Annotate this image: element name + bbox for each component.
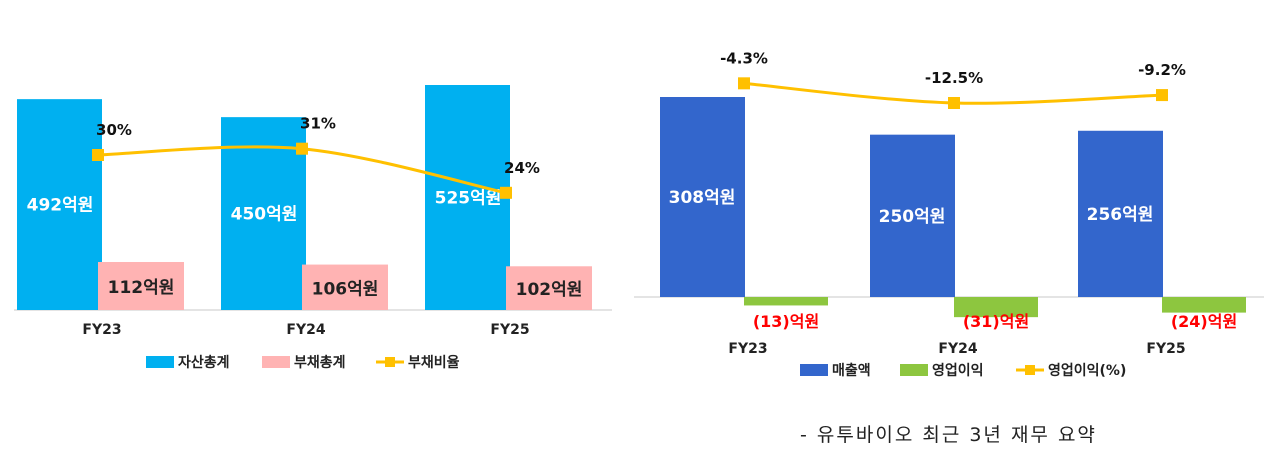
bar-assets: [425, 85, 510, 310]
legend-swatch: [800, 364, 828, 376]
legend-label: 자산총계: [178, 354, 230, 371]
bar-label-revenue: 250억원: [879, 207, 946, 227]
line-label-debt-ratio: 31%: [300, 115, 336, 133]
x-tick-label: FY24: [938, 341, 977, 357]
x-tick-label: FY23: [728, 341, 767, 357]
line-point-debt-ratio: [296, 142, 308, 155]
x-tick-label: FY25: [1146, 341, 1185, 357]
bar-assets: [17, 99, 102, 311]
bar-label-liabilities: 106억원: [312, 279, 379, 299]
bar-revenue: [870, 134, 955, 297]
legend-swatch: [900, 364, 928, 376]
bar-liabilities: [302, 264, 388, 310]
bar-operating-profit: [744, 297, 828, 306]
legend-label: 영업이익(%): [1048, 362, 1126, 379]
line-label-operating-margin: -9.2%: [1138, 61, 1186, 79]
bar-liabilities: [98, 262, 184, 310]
legend-swatch: [146, 356, 174, 368]
legend-marker-swatch: [385, 357, 395, 367]
line-label-debt-ratio: 24%: [504, 159, 540, 177]
bar-label-revenue: 308억원: [669, 188, 736, 208]
bar-label-revenue: 256억원: [1087, 205, 1154, 225]
bar-operating-profit: [1162, 297, 1246, 313]
bar-label-operating-profit: (31)억원: [963, 312, 1029, 331]
bar-operating-profit: [954, 297, 1038, 318]
bar-revenue: [660, 97, 745, 297]
caption: - 유투바이오 최근 3년 재무 요약: [800, 424, 1097, 446]
line-point-debt-ratio: [500, 186, 512, 199]
line-point-operating-margin: [948, 97, 960, 109]
line-point-operating-margin: [1156, 89, 1168, 102]
legend-swatch: [262, 356, 290, 368]
x-tick-label: FY23: [82, 322, 121, 338]
legend-label: 부채총계: [294, 355, 346, 371]
x-tick-label: FY24: [286, 322, 325, 338]
legend-label: 영업이익: [932, 362, 984, 379]
bar-label-operating-profit: (24)억원: [1171, 312, 1237, 331]
line-label-operating-margin: -4.3%: [720, 49, 768, 67]
income-chart: 308억원 (13)억원 FY23 250억원 (31)억원 FY24 256억원 (24)억…: [634, 49, 1264, 379]
bar-revenue: [1078, 130, 1163, 297]
legend-label: 매출액: [832, 362, 871, 379]
line-point-debt-ratio: [92, 149, 104, 161]
line-label-debt-ratio: 30%: [96, 121, 132, 139]
x-tick-label: FY25: [490, 322, 529, 338]
legend-marker-swatch: [1025, 365, 1035, 375]
line-point-operating-margin: [738, 77, 750, 90]
line-label-operating-margin: -12.5%: [925, 69, 983, 87]
bar-label-liabilities: 102억원: [516, 280, 583, 300]
bar-label-liabilities: 112억원: [108, 278, 175, 298]
bar-label-assets: 525억원: [435, 189, 502, 209]
bar-label-assets: 492억원: [27, 196, 94, 216]
balance-sheet-chart: 492억원 112억원 FY23 450억원 106억원 FY24 525억원 102억원 FY…: [14, 85, 612, 371]
legend-label: 부채비율: [408, 354, 460, 371]
bar-liabilities: [506, 266, 592, 310]
bar-label-operating-profit: (13)억원: [753, 312, 819, 331]
bar-label-assets: 450억원: [231, 205, 298, 225]
